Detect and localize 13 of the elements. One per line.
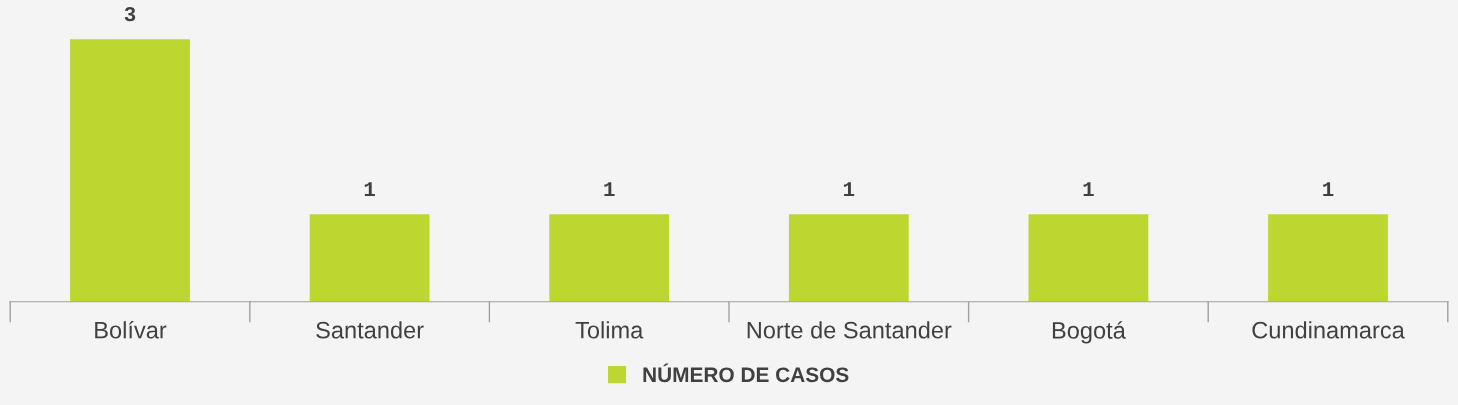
x-tick-label: Santander	[316, 321, 424, 339]
legend-label: NÚMERO DE CASOS	[643, 363, 849, 383]
x-tick-label: Bogotá	[1052, 321, 1126, 344]
data-label: 1	[843, 182, 855, 197]
data-label: 1	[604, 182, 615, 197]
x-tick-label: Cundinamarca	[1252, 321, 1405, 339]
x-tick-label: Bolívar	[95, 320, 167, 339]
data-label: 1	[1083, 182, 1094, 197]
x-tick-label: Tolima	[575, 321, 644, 339]
data-label: 3	[124, 7, 136, 22]
data-label: 1	[364, 182, 375, 197]
data-label: 1	[1323, 182, 1334, 197]
x-tick-label: Norte de Santander	[747, 321, 952, 339]
